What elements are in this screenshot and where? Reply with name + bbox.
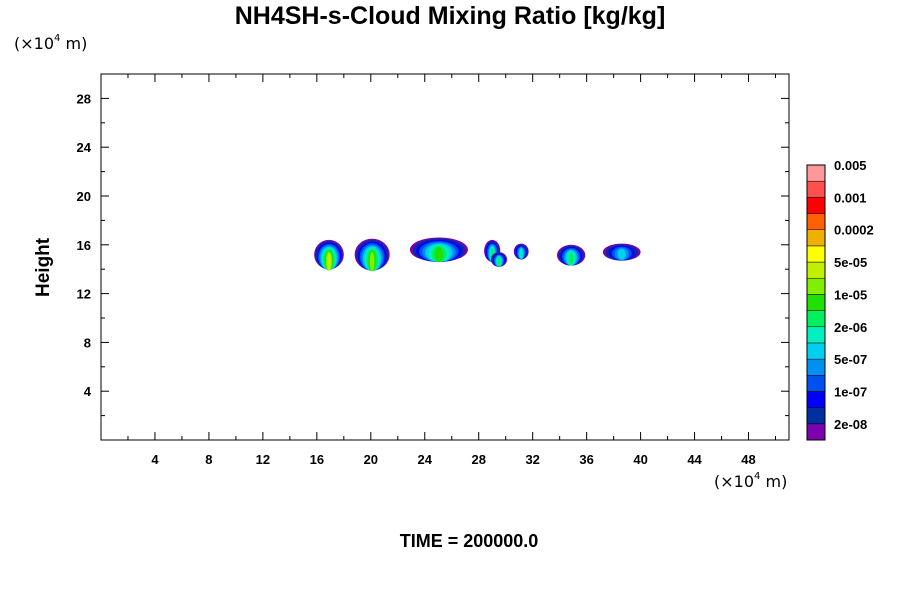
x-tick-label: 28 xyxy=(471,452,485,467)
cloud-field xyxy=(314,237,641,272)
x-tick-label: 4 xyxy=(151,452,159,467)
colorbar-swatch xyxy=(806,180,826,198)
colorbar-label: 2e-08 xyxy=(834,417,867,432)
cloud-contour-level-10 xyxy=(327,253,331,271)
colorbar-label: 5e-07 xyxy=(834,352,867,367)
colorbar-swatch xyxy=(806,164,826,182)
cloud-8 xyxy=(602,243,641,261)
x-tick-label: 12 xyxy=(256,452,270,467)
x-unit-label: (×104 m) xyxy=(714,470,788,491)
y-tick-label: 8 xyxy=(84,335,91,350)
colorbar-swatch xyxy=(806,326,826,344)
colorbar-swatch xyxy=(806,407,826,425)
chart-title: NH4SH-s-Cloud Mixing Ratio [kg/kg] xyxy=(234,2,666,30)
colorbar-swatch xyxy=(806,342,826,360)
y-tick-label: 16 xyxy=(77,238,91,253)
colorbar-swatch xyxy=(806,277,826,295)
cloud-contour-level-7 xyxy=(497,257,501,267)
cloud-7 xyxy=(556,244,586,266)
colorbar-swatch xyxy=(806,294,826,311)
cloud-6 xyxy=(513,243,529,260)
colorbar: 2e-08 1e-07 5e-07 2e-06 1e-05 5e-05 0.0002 0.00… xyxy=(806,158,874,441)
x-tick-label: 40 xyxy=(633,452,647,467)
colorbar-swatch xyxy=(806,213,826,230)
y-tick-label: 24 xyxy=(77,140,92,155)
y-axis-label: Height xyxy=(33,237,54,297)
colorbar-swatch xyxy=(806,197,826,214)
cloud-contour-level-9 xyxy=(369,252,375,272)
colorbar-label: 5e-05 xyxy=(834,255,867,270)
colorbar-swatch xyxy=(806,423,826,441)
plot-frame xyxy=(100,73,790,441)
cloud-contour-level-5 xyxy=(617,248,626,260)
colorbar-label: 1e-05 xyxy=(834,287,867,302)
x-tick-label: 8 xyxy=(205,452,212,467)
x-tick-label: 20 xyxy=(364,452,378,467)
colorbar-swatch xyxy=(806,358,826,376)
y-unit-label: (×104 m) xyxy=(14,32,88,53)
cloud-5 xyxy=(490,252,508,267)
colorbar-swatch xyxy=(806,245,826,263)
colorbar-swatch xyxy=(806,310,826,328)
cloud-3 xyxy=(409,237,468,263)
y-tick-label: 20 xyxy=(77,189,91,204)
colorbar-label: 0.001 xyxy=(834,190,867,205)
x-tick-label: 48 xyxy=(741,452,755,467)
colorbar-swatch xyxy=(806,391,826,408)
colorbar-label: 1e-07 xyxy=(834,384,867,399)
cloud-1 xyxy=(314,239,344,271)
cloud-contour-level-7 xyxy=(568,252,574,266)
y-tick-label: 4 xyxy=(84,384,92,399)
y-tick-label: 28 xyxy=(77,91,91,106)
colorbar-swatch xyxy=(806,261,826,279)
cloud-contour-level-8 xyxy=(434,247,444,263)
cloud-contour-level-6 xyxy=(519,248,523,259)
y-tick-label: 12 xyxy=(77,287,91,302)
x-tick-label: 36 xyxy=(579,452,593,467)
colorbar-frame xyxy=(806,164,826,441)
colorbar-swatch xyxy=(806,375,826,392)
x-tick-label: 44 xyxy=(687,452,702,467)
colorbar-label: 2e-06 xyxy=(834,320,867,335)
x-tick-label: 24 xyxy=(418,452,433,467)
x-tick-label: 32 xyxy=(525,452,539,467)
colorbar-label: 0.0002 xyxy=(834,223,874,238)
colorbar-swatch xyxy=(806,229,826,247)
time-label: TIME = 200000.0 xyxy=(399,531,539,551)
colorbar-label: 0.005 xyxy=(834,158,867,173)
x-tick-label: 16 xyxy=(310,452,324,467)
cloud-2 xyxy=(354,238,390,272)
